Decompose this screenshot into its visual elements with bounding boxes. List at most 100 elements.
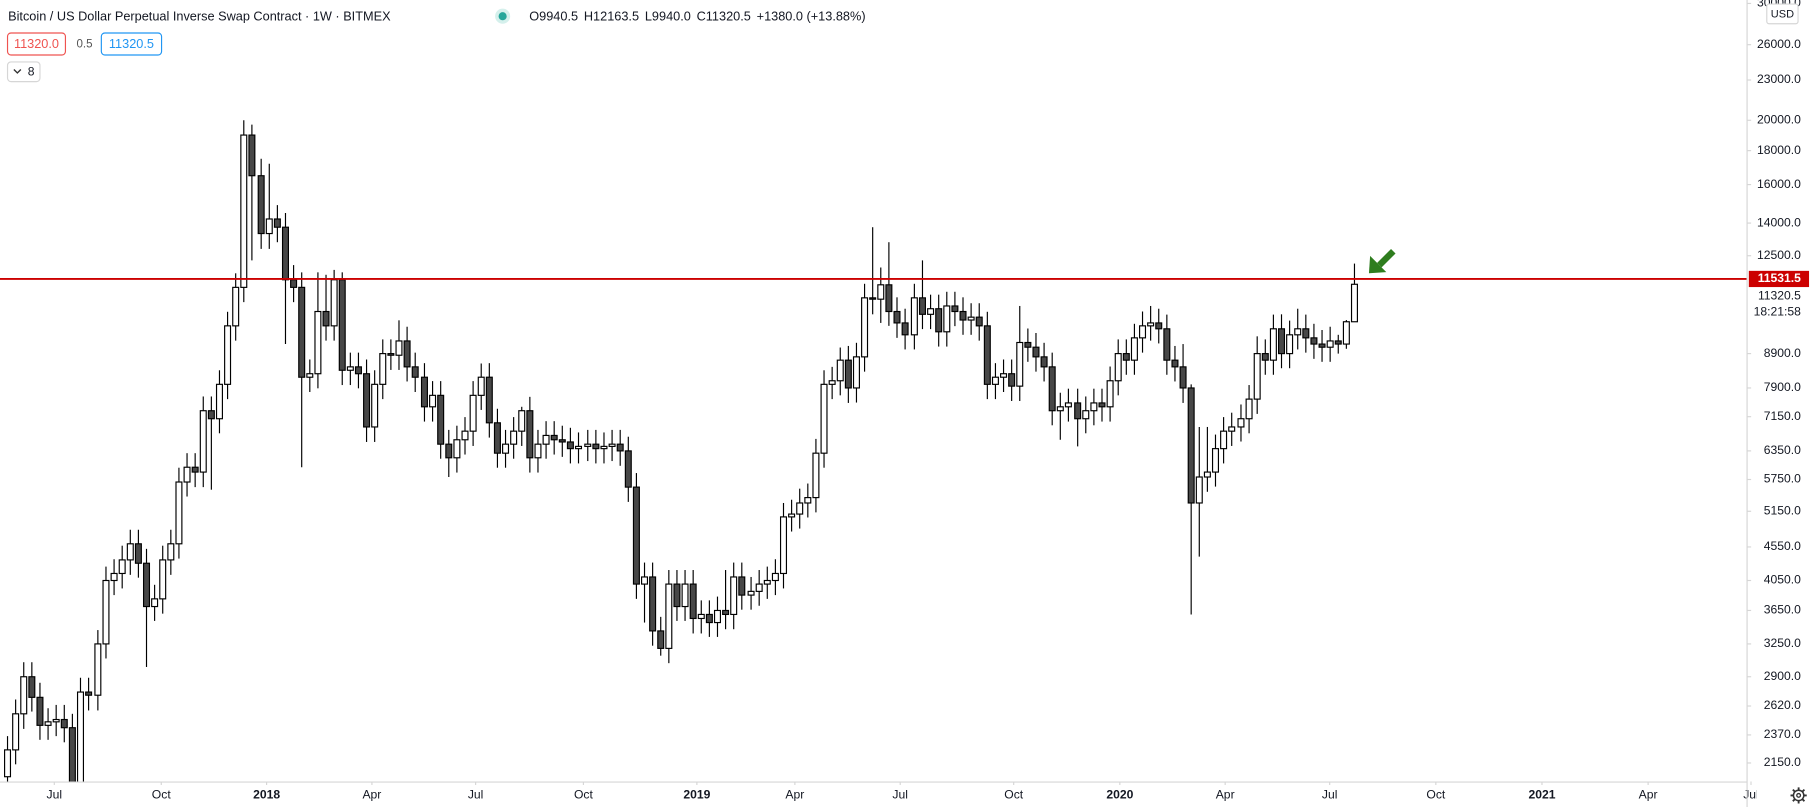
candle-body bbox=[1334, 340, 1342, 345]
currency-box[interactable] bbox=[1766, 3, 1799, 25]
y-tick-label: 26000.0 bbox=[1757, 37, 1801, 51]
sell-price[interactable]: 11320.0 bbox=[14, 36, 59, 51]
candle-body bbox=[403, 340, 411, 368]
y-tick-label: 4550.0 bbox=[1764, 539, 1801, 553]
x-tick-label: Jul bbox=[1743, 788, 1759, 802]
indicator-count[interactable]: 8 bbox=[28, 65, 35, 79]
candle-body bbox=[1211, 448, 1220, 473]
candle-body bbox=[927, 308, 935, 315]
candle-body bbox=[102, 579, 110, 645]
indicators-toggle[interactable] bbox=[6, 61, 41, 83]
candle-body bbox=[697, 613, 705, 620]
y-tick-label: 2150.0 bbox=[1764, 755, 1801, 769]
candle-body bbox=[836, 359, 844, 382]
candle-body bbox=[1310, 337, 1318, 345]
y-tick-label: 20000.0 bbox=[1757, 112, 1801, 126]
candle-body bbox=[877, 284, 885, 300]
candle-body bbox=[616, 443, 624, 452]
candle-body bbox=[1253, 353, 1261, 400]
candle-body bbox=[1237, 418, 1245, 428]
candle-body bbox=[1064, 402, 1072, 408]
candle-body bbox=[681, 583, 689, 608]
candle-body bbox=[502, 443, 510, 454]
candle-body bbox=[1220, 430, 1228, 450]
candle-body bbox=[885, 284, 893, 313]
candle-body bbox=[1048, 366, 1056, 412]
candle-body bbox=[445, 443, 453, 459]
candle-body bbox=[608, 443, 616, 447]
legend-value: +1380.0 (+13.88%) bbox=[757, 9, 866, 24]
candle-body bbox=[142, 562, 151, 608]
candle-body bbox=[314, 310, 322, 375]
buy-price[interactable]: 11320.5 bbox=[109, 36, 154, 51]
candle-body bbox=[151, 598, 159, 608]
candle-body bbox=[1187, 387, 1195, 504]
candle-body bbox=[395, 340, 403, 356]
candle-body bbox=[1074, 402, 1082, 420]
settings-icon[interactable] bbox=[1790, 787, 1807, 804]
candle-body bbox=[1163, 328, 1171, 361]
candle-body bbox=[1318, 343, 1326, 348]
candle-body bbox=[52, 718, 60, 723]
candle-body bbox=[4, 749, 12, 778]
x-tick-label: Oct bbox=[574, 788, 594, 802]
candle-body bbox=[844, 359, 852, 389]
y-tick-label: 7900.0 bbox=[1764, 380, 1801, 394]
y-tick-label: 2900.0 bbox=[1764, 669, 1801, 683]
y-tick-label: 2370.0 bbox=[1764, 727, 1801, 741]
candle-body bbox=[36, 696, 44, 726]
y-tick-label: 16000.0 bbox=[1757, 177, 1801, 191]
candle-body bbox=[1195, 476, 1203, 504]
candle-body bbox=[624, 450, 632, 488]
candle-body bbox=[673, 583, 681, 608]
currency[interactable]: USD bbox=[1771, 8, 1794, 20]
candle-body bbox=[657, 630, 665, 649]
candle-body bbox=[1098, 402, 1106, 408]
candle-body bbox=[918, 297, 926, 315]
x-tick-label: 2019 bbox=[683, 788, 710, 802]
candle-body bbox=[183, 466, 191, 483]
candle-body bbox=[290, 279, 298, 288]
candle-body bbox=[771, 572, 779, 582]
candle-body bbox=[76, 691, 85, 782]
candle-body bbox=[779, 516, 788, 575]
candle-body bbox=[60, 718, 68, 729]
chart-title: Bitcoin / US Dollar Perpetual Inverse Sw… bbox=[8, 9, 391, 24]
candle-body bbox=[763, 579, 771, 585]
candle-body bbox=[387, 353, 395, 356]
candle-body bbox=[1277, 328, 1286, 355]
candle-body bbox=[85, 691, 93, 696]
candle-body bbox=[1056, 406, 1064, 412]
x-tick-label: Apr bbox=[1216, 788, 1235, 802]
candle-body bbox=[967, 316, 975, 321]
candle-body bbox=[1008, 373, 1016, 387]
candle-body bbox=[420, 376, 428, 408]
candle-body bbox=[861, 297, 869, 358]
ohlc-legend: O9940.5 H12163.5 L9940.0 C11320.5 +1380.0 (+… bbox=[529, 9, 865, 24]
candle-body bbox=[959, 310, 967, 321]
x-tick-label: Apr bbox=[362, 788, 381, 802]
candle-body bbox=[175, 481, 183, 545]
candle-body bbox=[983, 325, 991, 385]
candle-body bbox=[118, 559, 126, 575]
candle-body bbox=[257, 175, 265, 235]
bar-countdown: 18:21:58 bbox=[1754, 305, 1802, 319]
candle-body bbox=[110, 572, 118, 582]
candle-body bbox=[248, 134, 256, 177]
sell-button[interactable] bbox=[6, 32, 67, 56]
legend-value: L9940.0 bbox=[645, 9, 691, 24]
candle-body bbox=[298, 286, 306, 378]
candle-body bbox=[1326, 340, 1334, 348]
candle-body bbox=[852, 356, 860, 389]
legend-value: O9940.5 bbox=[529, 9, 578, 24]
candle-body bbox=[1302, 328, 1310, 339]
x-tick-label: 2020 bbox=[1106, 788, 1133, 802]
candle-body bbox=[485, 376, 493, 424]
price-axis: 30000.026000.023000.020000.018000.016000… bbox=[1746, 0, 1810, 769]
candle-body bbox=[689, 583, 697, 620]
buy-button[interactable] bbox=[100, 32, 163, 56]
candle-body bbox=[722, 609, 730, 616]
